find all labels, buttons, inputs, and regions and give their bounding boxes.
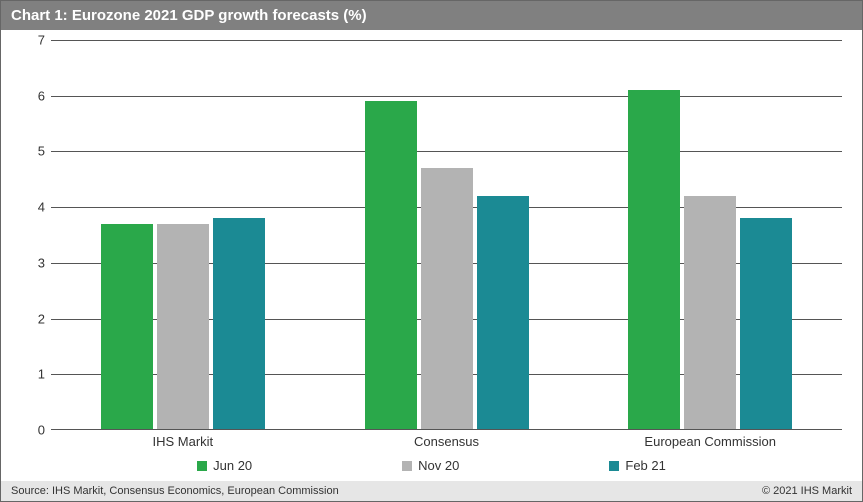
bar bbox=[365, 101, 417, 430]
legend-label: Nov 20 bbox=[418, 458, 459, 473]
footer: Source: IHS Markit, Consensus Economics,… bbox=[1, 481, 862, 501]
x-tick-label: IHS Markit bbox=[51, 432, 315, 452]
y-tick-label: 0 bbox=[21, 423, 45, 438]
bar bbox=[477, 196, 529, 430]
bar-group bbox=[315, 40, 579, 430]
legend-label: Feb 21 bbox=[625, 458, 665, 473]
bar bbox=[628, 90, 680, 430]
y-tick-label: 6 bbox=[21, 88, 45, 103]
copyright-text: © 2021 IHS Markit bbox=[762, 485, 852, 497]
legend: Jun 20 Nov 20 Feb 21 bbox=[1, 452, 862, 481]
bar bbox=[213, 218, 265, 430]
bar bbox=[101, 224, 153, 430]
legend-label: Jun 20 bbox=[213, 458, 252, 473]
plot-region: 0 1 2 3 4 5 6 7 IHS MarkitConsensusEuropean Com… bbox=[1, 30, 862, 452]
bar bbox=[157, 224, 209, 430]
x-axis-labels: IHS MarkitConsensusEuropean Commission bbox=[51, 432, 842, 452]
chart-container: Chart 1: Eurozone 2021 GDP growth foreca… bbox=[0, 0, 863, 502]
plot-inner: 01234567 IHS MarkitConsensusEuropean Com… bbox=[51, 40, 842, 452]
legend-swatch bbox=[197, 461, 207, 471]
bars-layer bbox=[51, 40, 842, 430]
bar-group bbox=[578, 40, 842, 430]
legend-swatch bbox=[402, 461, 412, 471]
y-tick-label: 1 bbox=[21, 367, 45, 382]
legend-item: Feb 21 bbox=[609, 458, 665, 473]
legend-item: Jun 20 bbox=[197, 458, 252, 473]
y-tick-label: 3 bbox=[21, 255, 45, 270]
legend-item: Nov 20 bbox=[402, 458, 459, 473]
chart-title: Chart 1: Eurozone 2021 GDP growth foreca… bbox=[1, 1, 862, 30]
bar-group bbox=[51, 40, 315, 430]
x-tick-label: Consensus bbox=[315, 432, 579, 452]
x-tick-label: European Commission bbox=[578, 432, 842, 452]
y-tick-label: 5 bbox=[21, 144, 45, 159]
y-tick-label: 2 bbox=[21, 311, 45, 326]
legend-swatch bbox=[609, 461, 619, 471]
bar bbox=[740, 218, 792, 430]
bar bbox=[421, 168, 473, 430]
bar bbox=[684, 196, 736, 430]
source-text: Source: IHS Markit, Consensus Economics,… bbox=[11, 485, 339, 497]
y-tick-label: 4 bbox=[21, 200, 45, 215]
x-axis-line bbox=[51, 429, 842, 430]
y-tick-label: 7 bbox=[21, 33, 45, 48]
